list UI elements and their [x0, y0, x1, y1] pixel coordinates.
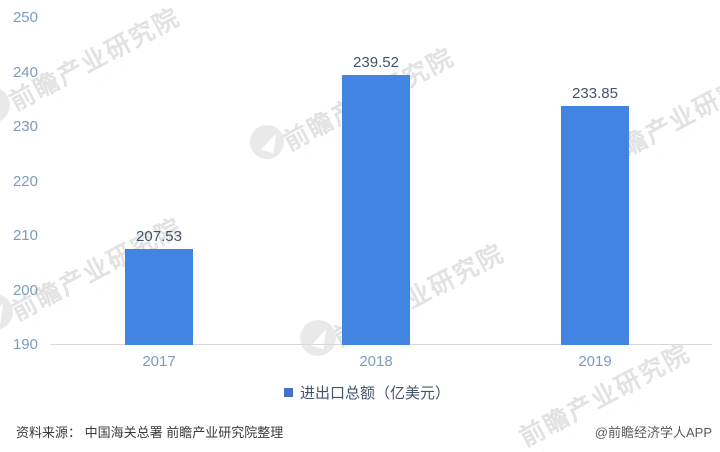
bar-2017: [125, 249, 193, 345]
source-note: 资料来源： 中国海关总署 前瞻产业研究院整理: [16, 425, 284, 440]
data-label-2017: 207.53: [136, 228, 182, 246]
y-axis-tick-label: 210: [12, 227, 38, 244]
legend: 进出口总额（亿美元）: [284, 382, 450, 403]
y-axis-tick-label: 230: [12, 118, 38, 135]
data-label-2018: 239.52: [353, 54, 399, 72]
legend-marker-square: [284, 388, 293, 397]
watermark-logo-icon: [250, 125, 284, 159]
category-label-2017: 2017: [142, 353, 176, 370]
category-label-2018: 2018: [359, 353, 393, 370]
legend-label: 进出口总额（亿美元）: [300, 385, 451, 402]
y-axis-tick-label: 220: [12, 172, 38, 190]
bar-2019: [561, 106, 629, 345]
data-label-2019: 233.85: [572, 85, 618, 103]
y-axis-tick-label: 190: [12, 336, 38, 353]
watermark-logo-icon: [300, 320, 336, 356]
category-label-2019: 2019: [578, 353, 612, 370]
y-axis-tick-label: 200: [12, 281, 38, 299]
y-axis-tick-label: 240: [12, 63, 38, 81]
y-axis-tick-label: 250: [12, 9, 38, 26]
credit-note: @前瞻经济学人APP: [594, 425, 712, 440]
bar-2018: [342, 75, 410, 345]
